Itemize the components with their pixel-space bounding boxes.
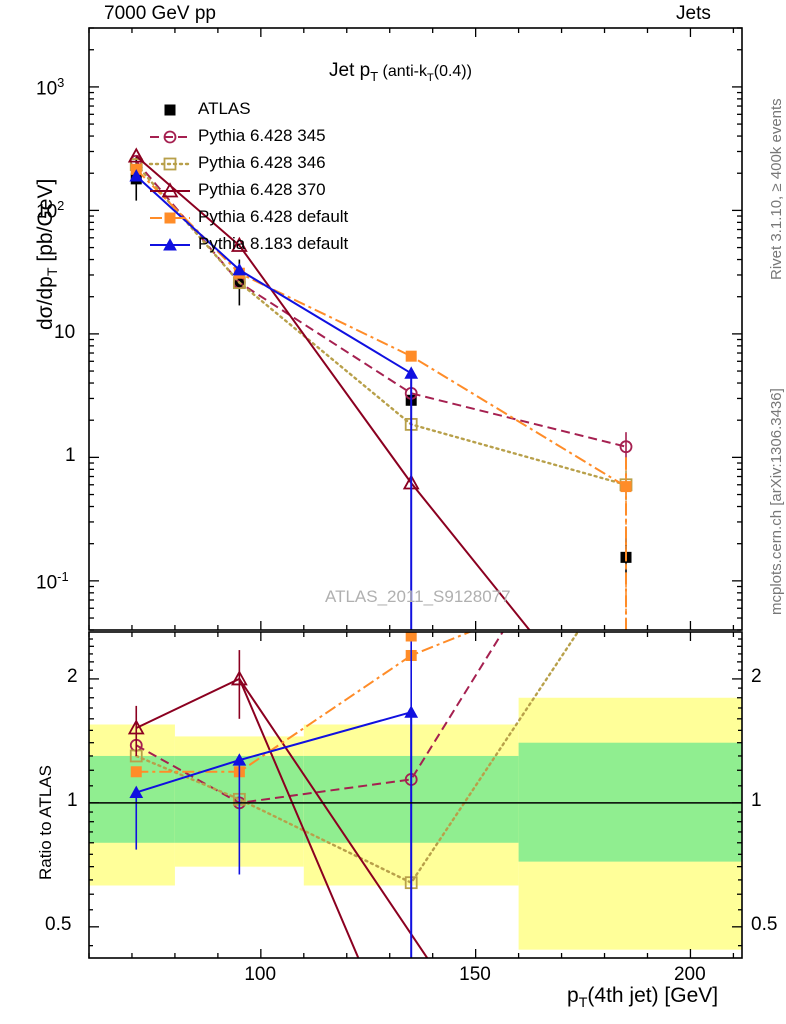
data-point-3-0 xyxy=(127,147,145,163)
legend-marker-0 xyxy=(164,104,176,116)
plot-title-end: (0.4)) xyxy=(433,63,472,80)
ratio-series-group xyxy=(127,632,580,958)
series-line xyxy=(135,160,627,448)
series-line xyxy=(135,155,531,630)
ratio-series-line xyxy=(135,632,504,804)
xlabel-rest: (4th jet) [GeV] xyxy=(587,984,719,1007)
main-series-group xyxy=(127,147,633,630)
ratio-ytick-label-left-2: 0.5 xyxy=(45,913,72,935)
ratio-point-4-0 xyxy=(129,785,144,798)
ytick-label-1: 102 xyxy=(36,198,65,223)
ratio-ytick-label-left-0: 2 xyxy=(67,665,78,687)
data-point-1-3 xyxy=(619,440,633,454)
legend-entry-3[interactable] xyxy=(150,182,190,198)
ratio-series-line xyxy=(135,632,580,885)
ratio-point-4-1 xyxy=(232,753,247,766)
series-line xyxy=(135,175,412,375)
ratio-ytick-label-right-2: 0.5 xyxy=(751,913,778,935)
ratio-panel-frame xyxy=(88,631,743,959)
legend-entry-4[interactable] xyxy=(150,212,190,224)
data-point-5-0 xyxy=(129,169,144,182)
series-line xyxy=(135,168,627,488)
plot-title-sub2: T xyxy=(427,71,434,84)
ratio-point-2-1 xyxy=(230,670,248,686)
ratio-point-4-2 xyxy=(404,705,419,718)
plot-title-main: Jet p xyxy=(329,60,371,81)
legend-label-4[interactable]: Pythia 6.428 default xyxy=(198,207,349,226)
xlabel-sub: T xyxy=(578,995,588,1012)
xtick-label-2: 200 xyxy=(673,964,706,985)
xtick-label-0: 100 xyxy=(244,964,277,985)
legend-label-0[interactable]: ATLAS xyxy=(198,99,251,118)
ratio-point-3-0 xyxy=(130,766,142,778)
ytick-label-2: 10 xyxy=(54,321,76,343)
legend-entry-5[interactable] xyxy=(150,238,190,251)
plot-title-sub: T xyxy=(370,68,379,84)
xtick-label-1: 150 xyxy=(459,964,491,985)
ratio-ytick-label-left-1: 1 xyxy=(67,789,78,811)
legend-label-3[interactable]: Pythia 6.428 370 xyxy=(198,180,326,199)
legend-marker-1 xyxy=(163,130,177,144)
ratio-ytick-label-right-0: 2 xyxy=(751,665,762,687)
x-axis-label: pT(4th jet) [GeV] xyxy=(567,984,718,1011)
legend-marker-2 xyxy=(163,157,177,171)
legend-entry-1[interactable] xyxy=(150,130,190,144)
legend-entry-0[interactable] xyxy=(164,104,176,116)
data-point-4-3 xyxy=(620,481,632,493)
legend-marker-4 xyxy=(164,212,176,224)
plot-title-mid: (anti-k xyxy=(378,63,427,80)
ratio-point-offscale xyxy=(405,632,417,642)
data-point-5-2 xyxy=(404,366,419,379)
ratio-uncertainty-bands xyxy=(89,697,742,950)
data-point-4-2 xyxy=(405,350,417,362)
band-inner xyxy=(518,742,742,862)
ratio-point-2-0 xyxy=(127,719,145,735)
ratio-ytick-label-right-1: 1 xyxy=(751,789,762,811)
data-point-3-1 xyxy=(230,236,248,252)
header-left: 7000 GeV pp xyxy=(104,3,216,24)
main-panel-frame xyxy=(88,27,743,631)
ytick-label-4: 10-1 xyxy=(36,568,69,594)
ratio-series-line xyxy=(238,678,429,958)
xlabel-p: p xyxy=(567,984,579,1007)
ytick-label-0: 103 xyxy=(36,74,65,100)
legend-label-2[interactable]: Pythia 6.428 346 xyxy=(198,153,326,172)
legend-marker-5 xyxy=(163,238,177,251)
header-right: Jets xyxy=(676,3,711,24)
plot-title: Jet pT (anti-kT(0.4)) xyxy=(329,60,472,84)
watermark: ATLAS_2011_S9128077 xyxy=(325,587,511,606)
legend-label-1[interactable]: Pythia 6.428 345 xyxy=(198,126,326,145)
legend-entry-2[interactable] xyxy=(148,157,192,171)
ratio-series-line xyxy=(136,632,473,773)
legend-label-5[interactable]: Pythia 8.183 default xyxy=(198,234,349,253)
ytick-label-3: 1 xyxy=(65,445,76,467)
legend-marker-3 xyxy=(161,182,179,198)
data-point-5-1 xyxy=(232,262,247,276)
